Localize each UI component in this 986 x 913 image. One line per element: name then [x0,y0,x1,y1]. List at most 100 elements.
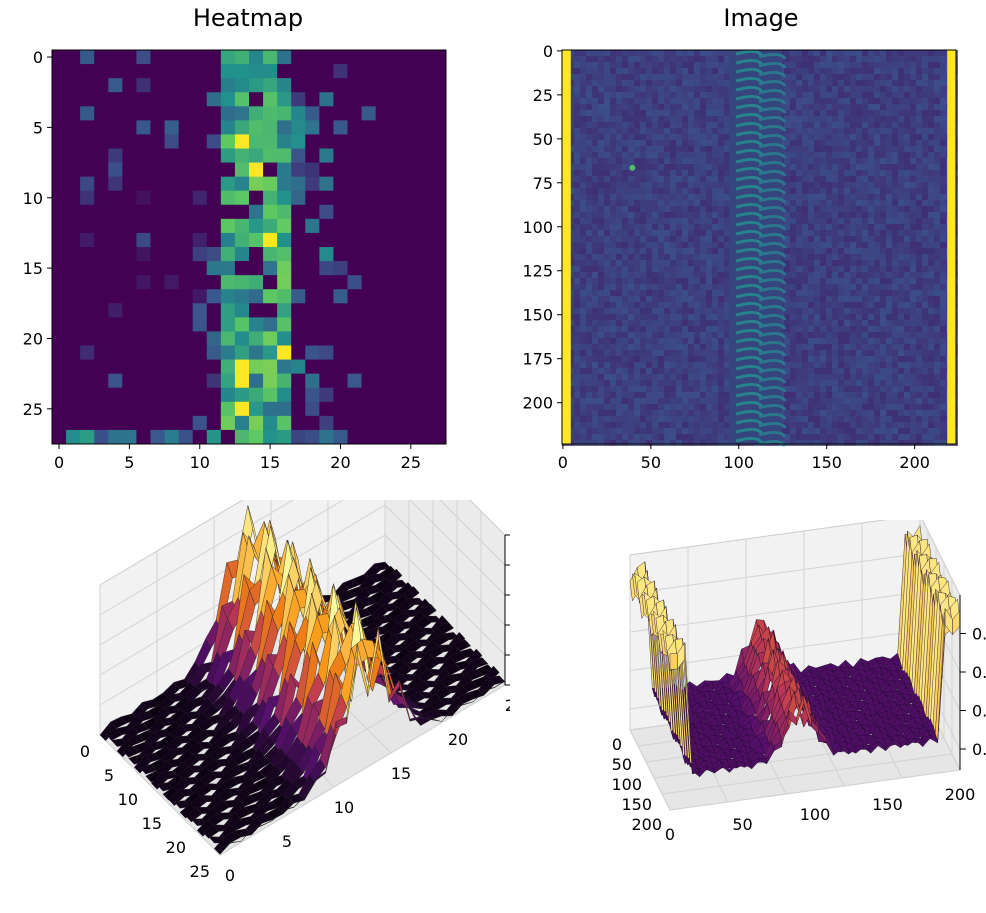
heatmap-cell [192,106,208,121]
image-texture [820,116,826,122]
heatmap-cell [347,162,362,178]
image-texture [646,62,652,68]
image-texture [934,152,940,158]
heatmap-cell [122,331,137,346]
heatmap-cell [389,429,405,445]
image-texture [646,224,652,230]
image-texture [682,308,688,314]
image-texture [814,272,820,278]
image-texture [904,182,910,188]
image-texture [826,122,832,128]
image-texture [592,392,598,398]
heatmap-cell [431,289,447,304]
heatmap-cell [220,64,236,79]
image-texture [724,380,730,386]
image-texture [700,410,706,416]
image-texture [898,56,904,62]
image-texture [568,266,574,272]
image-texture [910,266,916,272]
image-texture [892,290,898,296]
image-texture [610,74,616,80]
image-texture [598,302,604,308]
image-texture [712,266,718,272]
image-texture [910,80,916,86]
image-texture [862,164,868,170]
image-texture [922,332,928,338]
image-texture [826,266,832,272]
image-texture [790,176,796,182]
image-texture [622,368,628,374]
image-texture [634,200,640,206]
heatmap-cell [164,429,180,445]
image-texture [616,344,622,350]
image-texture [898,260,904,266]
image-texture [628,68,634,74]
heatmap-cell [347,317,362,332]
image-texture [694,308,700,314]
image-texture [784,74,790,80]
image-texture [838,398,844,404]
image-texture [826,74,832,80]
image-texture [580,404,586,410]
image-texture [598,428,604,434]
image-texture [820,80,826,86]
heatmap-cell [389,218,405,234]
heatmap-cell [403,190,419,206]
image-texture [838,392,844,398]
image-texture [718,200,724,206]
image-texture [922,62,928,68]
image-texture [790,248,796,254]
image-texture [868,128,874,134]
image-texture [568,188,574,194]
heatmap-cell [263,317,278,332]
image-texture [610,188,616,194]
image-texture [616,188,622,194]
image-texture [844,200,850,206]
image-texture [922,128,928,134]
image-texture [916,218,922,224]
image-texture [682,320,688,326]
image-texture [784,422,790,428]
heatmap-cell [431,50,447,65]
image-texture [628,80,634,86]
heatmap-cell [319,134,334,149]
image-texture [718,50,724,56]
image-texture [802,200,808,206]
image-texture [796,356,802,362]
heatmap-cell [136,162,151,178]
image-texture [928,80,934,86]
image-texture [604,272,610,278]
image-texture [898,314,904,320]
image-texture [862,410,868,416]
image-texture [880,50,886,56]
heatmap-cell [234,359,250,375]
heatmap-cell [192,232,208,248]
image-texture [886,176,892,182]
image-texture [580,176,586,182]
image-texture [706,146,712,152]
image-texture [682,218,688,224]
image-texture [574,302,580,308]
heatmap-cell [164,134,180,149]
image-texture [664,170,670,176]
image-texture [940,374,946,380]
image-texture [670,152,676,158]
heatmap-cell [66,50,81,65]
image-texture [568,302,574,308]
heatmap-cell [122,78,137,93]
image-texture [814,194,820,200]
image-texture [784,248,790,254]
image-texture [598,86,604,92]
image-texture [610,272,616,278]
image-texture [850,128,856,134]
image-texture [622,170,628,176]
image-texture [718,128,724,134]
image-texture [790,260,796,266]
image-texture [574,170,580,176]
image-texture [592,74,598,80]
image-texture [616,56,622,62]
image-texture [688,140,694,146]
image-texture [622,122,628,128]
image-texture [826,206,832,212]
image-texture [652,74,658,80]
